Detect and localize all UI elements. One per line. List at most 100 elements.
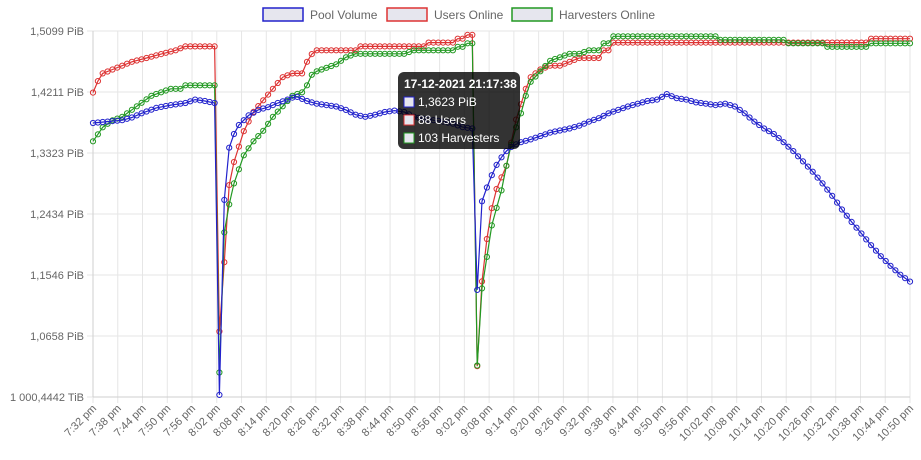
data-point bbox=[493, 161, 500, 168]
tooltip-swatch bbox=[403, 96, 415, 108]
data-point bbox=[250, 109, 257, 116]
data-point bbox=[736, 106, 743, 114]
data-point bbox=[731, 103, 739, 110]
data-point bbox=[235, 143, 242, 150]
data-point bbox=[133, 103, 140, 110]
data-point bbox=[265, 120, 272, 127]
data-point bbox=[230, 180, 238, 187]
tooltip-box bbox=[398, 72, 520, 149]
data-point bbox=[250, 138, 257, 145]
data-point bbox=[838, 206, 846, 213]
legend-item-harvesters-online[interactable]: Harvesters Online bbox=[511, 7, 655, 22]
legend-item-pool-volume[interactable]: Pool Volume bbox=[262, 7, 378, 22]
data-point bbox=[761, 125, 768, 132]
data-point bbox=[902, 275, 909, 282]
data-point bbox=[89, 89, 97, 96]
data-point bbox=[94, 131, 102, 138]
data-point bbox=[94, 78, 102, 85]
data-point bbox=[269, 102, 276, 109]
data-point bbox=[235, 121, 242, 129]
data-point bbox=[824, 186, 831, 193]
tooltip-swatch bbox=[403, 132, 415, 144]
data-point bbox=[128, 114, 135, 121]
legend-swatch bbox=[386, 7, 428, 22]
data-point bbox=[274, 79, 281, 87]
data-point bbox=[751, 118, 758, 125]
data-point bbox=[474, 286, 481, 293]
data-point bbox=[863, 43, 870, 50]
data-point bbox=[819, 40, 826, 47]
data-point bbox=[785, 143, 792, 150]
data-point bbox=[780, 36, 787, 43]
data-point bbox=[765, 128, 773, 135]
series-users-online bbox=[89, 31, 914, 370]
data-point bbox=[503, 162, 510, 169]
data-point bbox=[299, 89, 306, 96]
data-point bbox=[274, 108, 281, 115]
legend-label: Harvesters Online bbox=[559, 8, 655, 22]
data-point bbox=[342, 106, 349, 114]
data-point bbox=[877, 253, 884, 260]
data-point bbox=[352, 47, 359, 54]
data-point bbox=[795, 153, 802, 160]
data-point bbox=[469, 40, 476, 47]
y-tick-label: 1,3323 PiB bbox=[30, 148, 84, 160]
data-point bbox=[459, 35, 466, 42]
series-line bbox=[92, 35, 910, 373]
data-point bbox=[595, 115, 602, 122]
tooltip-line: 88 Users bbox=[418, 113, 466, 127]
data-point bbox=[804, 163, 812, 170]
y-tick-label: 1,4211 PiB bbox=[31, 87, 84, 99]
data-point bbox=[299, 70, 306, 77]
data-point bbox=[269, 85, 276, 92]
data-point bbox=[542, 62, 549, 70]
data-point bbox=[848, 218, 855, 225]
data-point bbox=[712, 33, 719, 40]
chart-legend[interactable]: Pool Volume Users Online Harvesters Online bbox=[262, 7, 655, 22]
data-point bbox=[216, 328, 223, 335]
data-point bbox=[474, 362, 481, 369]
data-point bbox=[420, 43, 427, 50]
legend-item-users-online[interactable]: Users Online bbox=[386, 7, 504, 22]
data-point bbox=[595, 54, 602, 62]
y-tick-label: 1,0658 PiB bbox=[30, 331, 84, 343]
chart-tooltip: 17-12-2021 21:17:38 1,3623 PiB 88 Users 103… bbox=[398, 72, 520, 149]
data-point bbox=[221, 259, 228, 266]
tooltip-title: 17-12-2021 21:17:38 bbox=[404, 77, 517, 91]
data-point bbox=[858, 230, 865, 237]
data-point bbox=[235, 166, 242, 173]
data-point bbox=[299, 95, 306, 103]
data-point bbox=[478, 278, 486, 285]
data-point bbox=[605, 40, 612, 47]
data-point bbox=[780, 139, 787, 146]
data-point bbox=[226, 144, 233, 151]
data-point bbox=[245, 145, 252, 152]
legend-swatch bbox=[511, 7, 553, 22]
data-point bbox=[230, 158, 238, 166]
x-axis: 7:32 pm7:38 pm7:44 pm7:50 pm7:56 pm8:02 … bbox=[63, 403, 917, 444]
tooltip-line: 103 Harvesters bbox=[418, 131, 499, 145]
legend-label: Users Online bbox=[434, 8, 504, 22]
data-point bbox=[756, 121, 763, 129]
series-harvesters-online bbox=[89, 33, 914, 376]
data-point bbox=[230, 130, 238, 138]
data-point bbox=[143, 96, 150, 103]
data-point bbox=[809, 168, 816, 175]
data-point bbox=[269, 113, 276, 120]
data-point bbox=[221, 229, 228, 236]
data-point bbox=[863, 236, 870, 243]
data-point bbox=[347, 109, 354, 116]
data-point bbox=[216, 391, 223, 398]
data-point bbox=[775, 135, 782, 142]
data-point bbox=[337, 57, 345, 64]
series-line bbox=[92, 34, 910, 367]
data-point bbox=[897, 271, 904, 278]
y-tick-label: 1,5099 PiB bbox=[30, 26, 84, 38]
data-point bbox=[814, 174, 821, 181]
legend-swatch bbox=[262, 7, 304, 22]
data-point bbox=[600, 112, 607, 119]
legend-label: Pool Volume bbox=[310, 8, 378, 22]
data-point bbox=[868, 242, 875, 249]
data-point bbox=[303, 58, 311, 65]
data-point bbox=[483, 184, 490, 191]
